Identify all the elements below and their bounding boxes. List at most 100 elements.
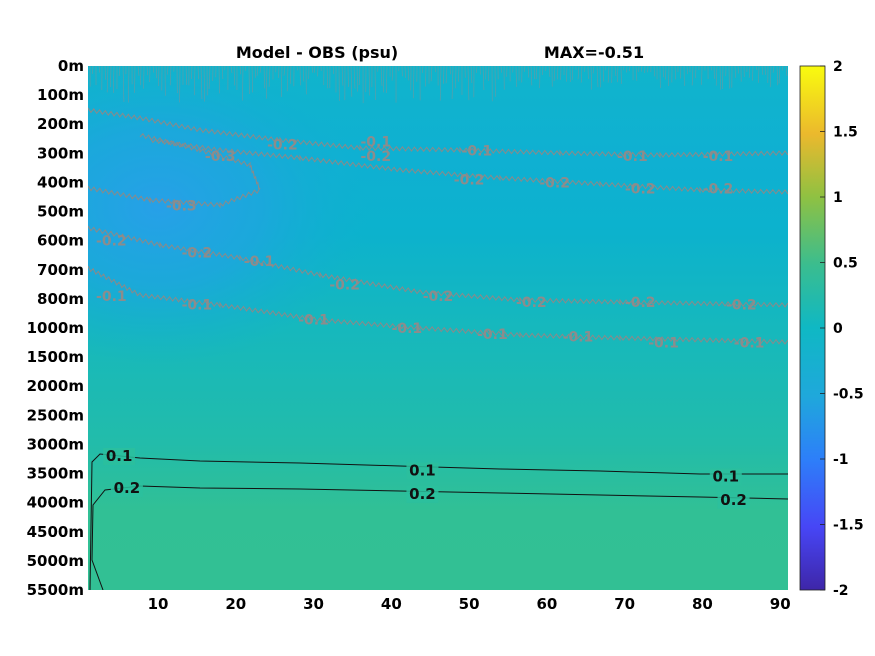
noise-stroke [737,66,739,74]
negative-contour-label: -0.1 [360,135,391,151]
noise-stroke [602,66,605,82]
surface-noise-band [89,66,788,104]
noise-stroke [785,66,788,77]
noise-stroke [358,66,361,85]
noise-stroke [458,66,460,82]
colorbar-tick-label: -2 [833,583,849,599]
noise-stroke [674,66,677,80]
noise-stroke [326,66,329,89]
negative-contour-label: -0.1 [182,298,213,314]
colorbar-tick-label: 0 [833,321,843,337]
noise-stroke [221,66,224,80]
noise-stroke [782,66,784,71]
negative-contour-label: -0.2 [625,295,656,311]
noise-stroke [640,66,643,72]
y-tick-label: 100m [37,86,84,104]
noise-stroke [350,66,353,97]
chart-title: Model - OBS (psu) [236,43,398,62]
negative-contour-label: -0.1 [298,312,329,328]
x-tick-label: 70 [614,595,635,613]
noise-stroke [197,66,199,80]
x-axis-ticks: 10 20 30 40 50 60 70 80 90 [148,595,791,613]
negative-contour-label: -0.3 [205,149,236,165]
noise-stroke [599,66,601,88]
noise-stroke [391,66,394,81]
colorbar-tick-label: 0.5 [833,256,858,272]
positive-contour-label: 0.2 [114,479,141,497]
negative-contour-label: -0.2 [726,298,757,314]
contour-label-backdrop [717,491,750,509]
noise-stroke [623,66,625,71]
noise-stroke [580,66,583,83]
noise-stroke [254,66,256,78]
noise-stroke [527,66,530,78]
negative-contour-label: -0.1 [648,336,679,352]
noise-stroke [413,66,415,99]
noise-stroke [590,66,593,90]
y-tick-label: 600m [37,232,84,250]
noise-stroke [106,66,109,93]
negative-contour-label: -0.3 [166,199,197,215]
noise-stroke [122,66,125,102]
noise-stroke [443,66,445,84]
noise-stroke [710,66,712,71]
noise-stroke [691,66,694,86]
noise-stroke [98,66,101,73]
noise-stroke [653,66,655,77]
negative-contour-label: -0.1 [563,330,594,346]
x-tick-label: 30 [303,595,324,613]
noise-stroke [553,66,556,82]
noise-stroke [566,66,568,82]
noise-stroke [592,66,595,74]
noise-stroke [523,66,526,72]
negative-contour-label: -0.1 [477,327,508,343]
y-tick-label: 300m [37,144,84,162]
positive-contour-line [89,453,788,590]
positive-contour-label: 0.1 [712,467,739,485]
noise-stroke [715,66,718,86]
y-tick-label: 4500m [27,523,84,541]
noise-stroke [353,66,356,89]
colorbar-tick-label: -1 [833,452,849,468]
noise-stroke [200,66,203,100]
negative-contour-label: -0.2 [625,181,656,197]
negative-contour-label: -0.2 [96,234,127,250]
negative-contour-label: -0.2 [703,181,734,197]
noise-stroke [470,66,473,84]
noise-stroke [719,66,721,90]
noise-stroke [280,66,283,97]
noise-stroke [476,66,478,73]
positive-contour-label: 0.1 [409,462,436,480]
contour-label-backdrop [110,480,143,498]
noise-stroke [445,66,448,84]
negative-contour-label: -0.1 [392,321,423,337]
colorbar-tick-label: -1.5 [833,518,864,534]
noise-stroke [596,66,599,88]
noise-stroke [286,66,289,92]
noise-stroke [422,66,424,73]
noise-stroke [230,66,233,74]
positive-contours [89,453,788,590]
negative-contour-label: -0.2 [516,295,547,311]
positive-contour-label: 0.1 [106,447,133,465]
noise-stroke [302,66,305,82]
noise-stroke [185,66,187,85]
negative-contour-line [88,107,788,159]
negative-contour-label: -0.1 [244,254,275,270]
contour-label-backdrop [103,448,136,466]
noise-stroke [542,66,544,76]
noise-stroke [268,66,271,87]
noise-stroke [451,66,454,99]
noise-stroke [265,66,268,99]
noise-stroke [332,66,335,75]
y-tick-label: 700m [37,261,84,279]
noise-stroke [193,66,196,96]
noise-stroke [169,66,172,86]
noise-stroke [530,66,533,86]
noise-stroke [752,66,754,81]
noise-stroke [407,66,410,81]
noise-stroke [548,66,551,78]
noise-stroke [208,66,211,89]
noise-stroke [92,66,94,74]
noise-stroke [734,66,736,78]
